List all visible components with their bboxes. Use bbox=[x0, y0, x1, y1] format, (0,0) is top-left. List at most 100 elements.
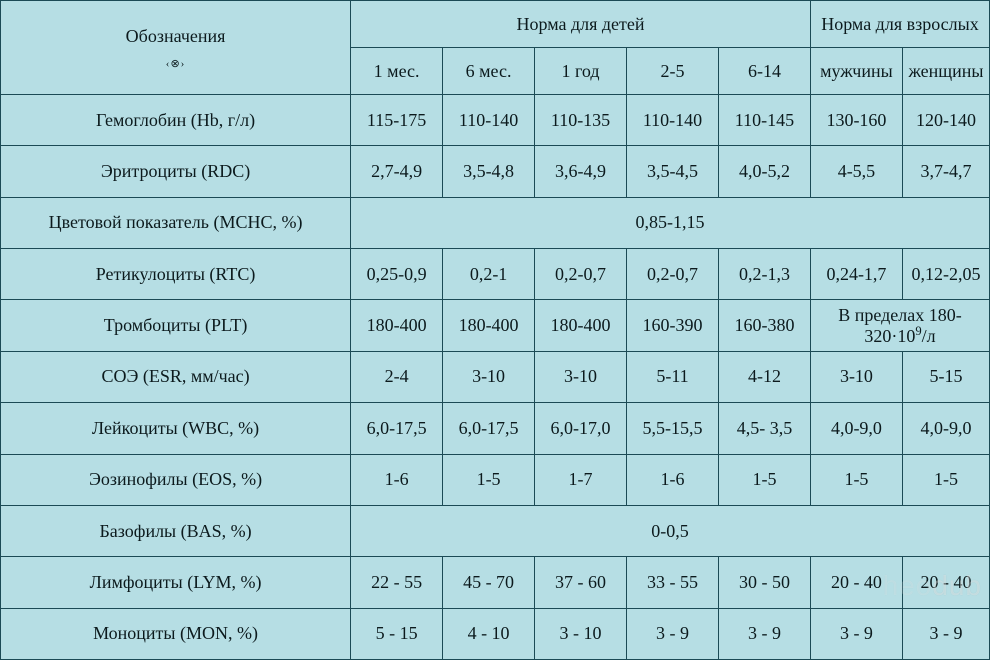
header-children-col: 1 год bbox=[535, 48, 627, 95]
table-row: Эозинофилы (EOS, %)1-61-51-71-61-51-51-5 bbox=[1, 454, 990, 505]
row-cell: 2-4 bbox=[351, 351, 443, 402]
row-cell: 180-400 bbox=[443, 300, 535, 351]
row-cell: 4,0-9,0 bbox=[902, 403, 989, 454]
row-cell: 20 - 40 bbox=[902, 557, 989, 608]
row-label: Лейкоциты (WBC, %) bbox=[1, 403, 351, 454]
header-children-col: 2-5 bbox=[627, 48, 719, 95]
header-designations: Обозначения ‹⊗› bbox=[1, 1, 351, 95]
table-row: Эритроциты (RDC)2,7-4,93,5-4,83,6-4,93,5… bbox=[1, 146, 990, 197]
header-designations-label: Обозначения bbox=[126, 26, 226, 46]
row-cell: 4,5- 3,5 bbox=[718, 403, 810, 454]
row-span-all: 0,85-1,15 bbox=[351, 197, 990, 248]
row-cell: 160-390 bbox=[627, 300, 719, 351]
header-children: Норма для детей bbox=[351, 1, 811, 48]
row-cell: 4-12 bbox=[718, 351, 810, 402]
row-cell: 4,0-5,2 bbox=[718, 146, 810, 197]
table-row: Базофилы (BAS, %)0-0,5 bbox=[1, 505, 990, 556]
row-cell: 0,25-0,9 bbox=[351, 249, 443, 300]
row-cell: 20 - 40 bbox=[810, 557, 902, 608]
row-label: Тромбоциты (PLT) bbox=[1, 300, 351, 351]
row-cell: 3-10 bbox=[810, 351, 902, 402]
row-cell: 1-5 bbox=[718, 454, 810, 505]
row-label: СОЭ (ESR, мм/час) bbox=[1, 351, 351, 402]
row-cell: 0,2-1,3 bbox=[718, 249, 810, 300]
row-cell: 3,6-4,9 bbox=[535, 146, 627, 197]
row-label: Базофилы (BAS, %) bbox=[1, 505, 351, 556]
row-cell: 0,2-0,7 bbox=[535, 249, 627, 300]
table-row: Цветовой показатель (MCHC, %)0,85-1,15 bbox=[1, 197, 990, 248]
row-cell: 6,0-17,0 bbox=[535, 403, 627, 454]
row-cell: 33 - 55 bbox=[627, 557, 719, 608]
header-adults: Норма для взрослых bbox=[810, 1, 989, 48]
row-cell: 130-160 bbox=[810, 95, 902, 146]
row-span-all: 0-0,5 bbox=[351, 505, 990, 556]
row-cell: 3,5-4,5 bbox=[627, 146, 719, 197]
header-adults-col: женщины bbox=[902, 48, 989, 95]
row-cell: 6,0-17,5 bbox=[351, 403, 443, 454]
table-row: Лейкоциты (WBC, %)6,0-17,56,0-17,56,0-17… bbox=[1, 403, 990, 454]
row-cell: 3 - 10 bbox=[535, 608, 627, 659]
row-cell: 3,7-4,7 bbox=[902, 146, 989, 197]
row-label: Ретикулоциты (RTC) bbox=[1, 249, 351, 300]
row-cell: 3,5-4,8 bbox=[443, 146, 535, 197]
row-cell: 1-6 bbox=[351, 454, 443, 505]
row-cell: 3-10 bbox=[535, 351, 627, 402]
row-label: Лимфоциты (LYM, %) bbox=[1, 557, 351, 608]
table-canvas: Обозначения ‹⊗›Норма для детейНорма для в… bbox=[0, 0, 990, 660]
table-row: Моноциты (MON, %)5 - 154 - 103 - 103 - 9… bbox=[1, 608, 990, 659]
row-cell: 4-5,5 bbox=[810, 146, 902, 197]
row-cell: 0,2-1 bbox=[443, 249, 535, 300]
row-label: Цветовой показатель (MCHC, %) bbox=[1, 197, 351, 248]
row-cell: 3 - 9 bbox=[902, 608, 989, 659]
row-cell: 1-5 bbox=[902, 454, 989, 505]
row-label: Эритроциты (RDC) bbox=[1, 146, 351, 197]
row-cell: 5-15 bbox=[902, 351, 989, 402]
row-cell: 110-145 bbox=[718, 95, 810, 146]
row-cell: 1-6 bbox=[627, 454, 719, 505]
row-cell: 115-175 bbox=[351, 95, 443, 146]
row-cell: 2,7-4,9 bbox=[351, 146, 443, 197]
header-children-col: 6 мес. bbox=[443, 48, 535, 95]
row-cell: 22 - 55 bbox=[351, 557, 443, 608]
row-cell: 0,2-0,7 bbox=[627, 249, 719, 300]
row-cell: 30 - 50 bbox=[718, 557, 810, 608]
row-cell: 45 - 70 bbox=[443, 557, 535, 608]
row-cell: 3 - 9 bbox=[810, 608, 902, 659]
table-row: Лимфоциты (LYM, %)22 - 5545 - 7037 - 603… bbox=[1, 557, 990, 608]
row-label: Моноциты (MON, %) bbox=[1, 608, 351, 659]
row-cell: 5-11 bbox=[627, 351, 719, 402]
row-cell: 1-5 bbox=[443, 454, 535, 505]
row-span-adults: В пределах 180-320·109/л bbox=[810, 300, 989, 351]
row-cell: 0,24-1,7 bbox=[810, 249, 902, 300]
row-label: Эозинофилы (EOS, %) bbox=[1, 454, 351, 505]
row-cell: 0,12-2,05 bbox=[902, 249, 989, 300]
row-cell: 110-135 bbox=[535, 95, 627, 146]
header-designations-subsymbol: ‹⊗› bbox=[1, 57, 350, 70]
row-cell: 1-5 bbox=[810, 454, 902, 505]
row-cell: 4 - 10 bbox=[443, 608, 535, 659]
header-adults-col: мужчины bbox=[810, 48, 902, 95]
row-cell: 6,0-17,5 bbox=[443, 403, 535, 454]
header-children-col: 6-14 bbox=[718, 48, 810, 95]
row-label: Гемоглобин (Hb, г/л) bbox=[1, 95, 351, 146]
table-row: СОЭ (ESR, мм/час)2-43-103-105-114-123-10… bbox=[1, 351, 990, 402]
row-cell: 3-10 bbox=[443, 351, 535, 402]
header-children-col: 1 мес. bbox=[351, 48, 443, 95]
row-cell: 120-140 bbox=[902, 95, 989, 146]
row-cell: 160-380 bbox=[718, 300, 810, 351]
row-cell: 37 - 60 bbox=[535, 557, 627, 608]
row-cell: 4,0-9,0 bbox=[810, 403, 902, 454]
blood-norms-table: Обозначения ‹⊗›Норма для детейНорма для в… bbox=[0, 0, 990, 660]
row-cell: 3 - 9 bbox=[718, 608, 810, 659]
row-cell: 1-7 bbox=[535, 454, 627, 505]
table-row: Тромбоциты (PLT)180-400180-400180-400160… bbox=[1, 300, 990, 351]
row-cell: 110-140 bbox=[443, 95, 535, 146]
table-row: Гемоглобин (Hb, г/л)115-175110-140110-13… bbox=[1, 95, 990, 146]
row-cell: 110-140 bbox=[627, 95, 719, 146]
row-cell: 3 - 9 bbox=[627, 608, 719, 659]
row-cell: 180-400 bbox=[351, 300, 443, 351]
row-cell: 5,5-15,5 bbox=[627, 403, 719, 454]
row-cell: 180-400 bbox=[535, 300, 627, 351]
row-cell: 5 - 15 bbox=[351, 608, 443, 659]
table-row: Ретикулоциты (RTC)0,25-0,90,2-10,2-0,70,… bbox=[1, 249, 990, 300]
